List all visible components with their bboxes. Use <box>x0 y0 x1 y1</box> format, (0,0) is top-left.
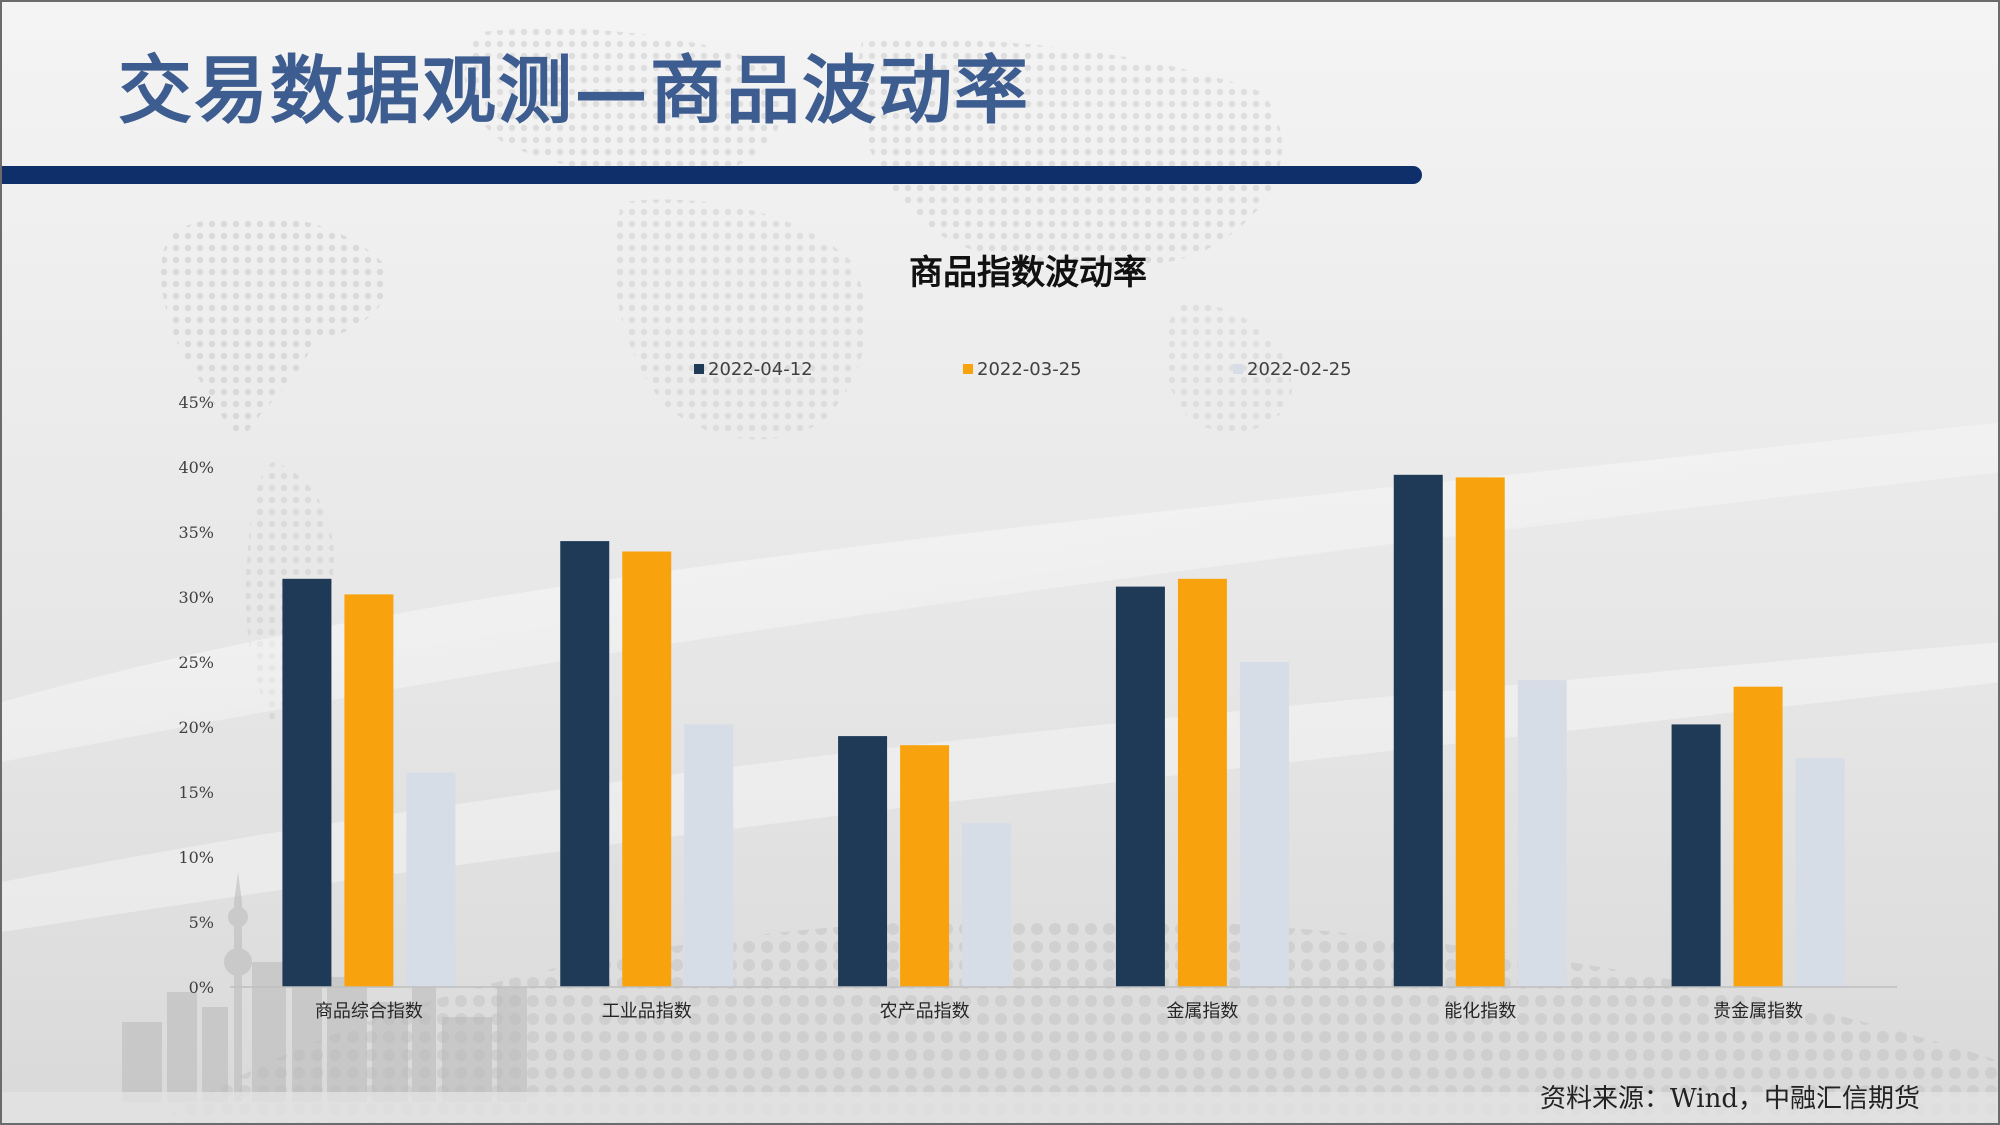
x-category-label: 能化指数 <box>1444 1001 1516 1022</box>
source-note: 资料来源：Wind，中融汇信期货 <box>1540 1084 1920 1114</box>
legend-swatch <box>1233 364 1243 374</box>
legend-swatch <box>694 364 704 374</box>
bar-2022-03-25-0 <box>344 594 394 987</box>
bar-2022-02-25-5 <box>1795 758 1845 987</box>
y-tick-label: 40% <box>178 458 214 477</box>
bar-2022-04-12-5 <box>1671 724 1721 987</box>
x-category-label: 贵金属指数 <box>1713 1001 1803 1022</box>
bar-2022-03-25-5 <box>1733 686 1783 987</box>
bar-2022-03-25-2 <box>900 745 950 987</box>
x-category-label: 金属指数 <box>1166 1001 1238 1022</box>
title-band: 交易数据观测—商品波动率 <box>2 2 1422 184</box>
bar-2022-03-25-4 <box>1455 477 1505 987</box>
legend-label: 2022-02-25 <box>1247 359 1352 380</box>
y-tick-label: 25% <box>178 653 214 672</box>
y-tick-label: 45% <box>178 393 214 412</box>
y-tick-label: 30% <box>178 588 214 607</box>
bar-2022-02-25-4 <box>1517 680 1567 987</box>
bar-2022-04-12-3 <box>1115 586 1165 987</box>
y-axis: 0% 5% 10% 15% 20% 25% 30% 35% 40% 45% <box>178 393 214 997</box>
bar-2022-04-12-2 <box>838 736 888 987</box>
legend-swatch <box>963 364 973 374</box>
x-axis: 商品综合指数 工业品指数 农产品指数 金属指数 能化指数 贵金属指数 <box>230 986 1897 1022</box>
y-tick-label: 15% <box>178 783 214 802</box>
y-tick-label: 35% <box>178 523 214 542</box>
y-tick-label: 5% <box>189 913 214 932</box>
legend-label: 2022-04-12 <box>708 359 813 380</box>
y-tick-label: 0% <box>189 978 214 997</box>
chart-legend: 2022-04-12 2022-03-25 2022-02-25 <box>694 359 1352 380</box>
bar-2022-03-25-1 <box>622 551 672 987</box>
bar-2022-03-25-3 <box>1177 578 1227 987</box>
x-category-label: 工业品指数 <box>602 1001 692 1022</box>
bar-2022-04-12-1 <box>560 541 610 987</box>
bar-2022-02-25-1 <box>684 724 734 987</box>
title-rule <box>2 166 1422 184</box>
y-tick-label: 10% <box>178 848 214 867</box>
page-title: 交易数据观测—商品波动率 <box>118 48 1030 134</box>
bar-2022-02-25-0 <box>406 772 456 987</box>
y-tick-label: 20% <box>178 718 214 737</box>
bars <box>282 474 1845 987</box>
x-category-label: 商品综合指数 <box>315 1001 423 1022</box>
bar-2022-04-12-4 <box>1393 474 1443 987</box>
bar-2022-02-25-2 <box>962 823 1012 987</box>
x-category-label: 农产品指数 <box>880 1001 970 1022</box>
legend-label: 2022-03-25 <box>977 359 1082 380</box>
chart-title: 商品指数波动率 <box>909 253 1147 293</box>
bar-2022-04-12-0 <box>282 578 332 987</box>
bar-2022-02-25-3 <box>1239 662 1289 987</box>
